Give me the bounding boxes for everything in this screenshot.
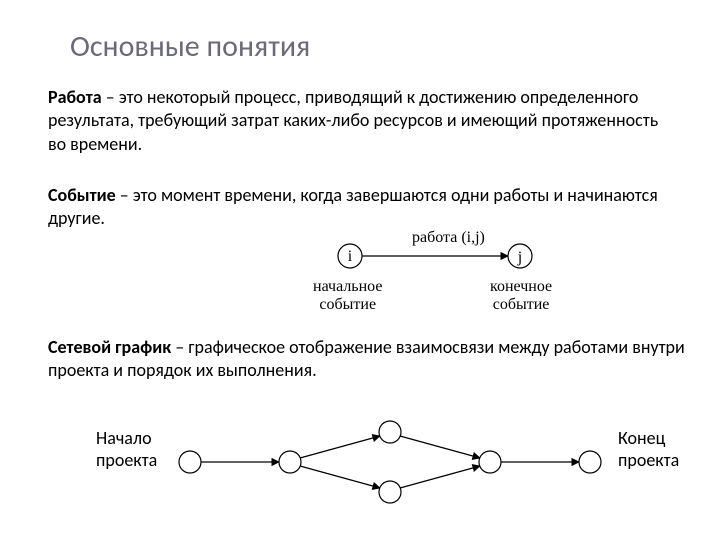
node-1: [179, 451, 201, 473]
definition-netgraph-term: Сетевой график: [48, 336, 171, 358]
edge-label: работа (i,j): [412, 228, 485, 249]
definition-work-term: Работа: [48, 86, 102, 108]
node-j-label: j: [517, 249, 522, 266]
node-2: [279, 451, 301, 473]
edge-4-5: [400, 466, 480, 488]
definition-netgraph: Сетевой график – графическое отображение…: [48, 336, 688, 383]
start-event-label: начальное событие: [313, 278, 382, 315]
edge-2-4: [300, 466, 380, 488]
page-title: Основные понятия: [70, 28, 310, 65]
definition-work-rest: – это некоторый процесс, приводящий к до…: [48, 86, 658, 155]
project-end-label: Конец проекта: [618, 428, 679, 471]
diagram-network-graph: [170, 412, 610, 512]
node-6: [579, 451, 601, 473]
node-4: [379, 481, 401, 503]
definition-event-term: Событие: [48, 184, 116, 206]
node-5: [479, 451, 501, 473]
project-start-label: Начало проекта: [96, 428, 157, 471]
node-3: [379, 421, 401, 443]
end-event-label: конечное событие: [490, 278, 552, 315]
node-i-label: i: [348, 248, 353, 265]
edge-3-5: [400, 436, 480, 458]
edge-2-3: [300, 436, 380, 458]
definition-work: Работа – это некоторый процесс, приводящ…: [48, 86, 678, 156]
